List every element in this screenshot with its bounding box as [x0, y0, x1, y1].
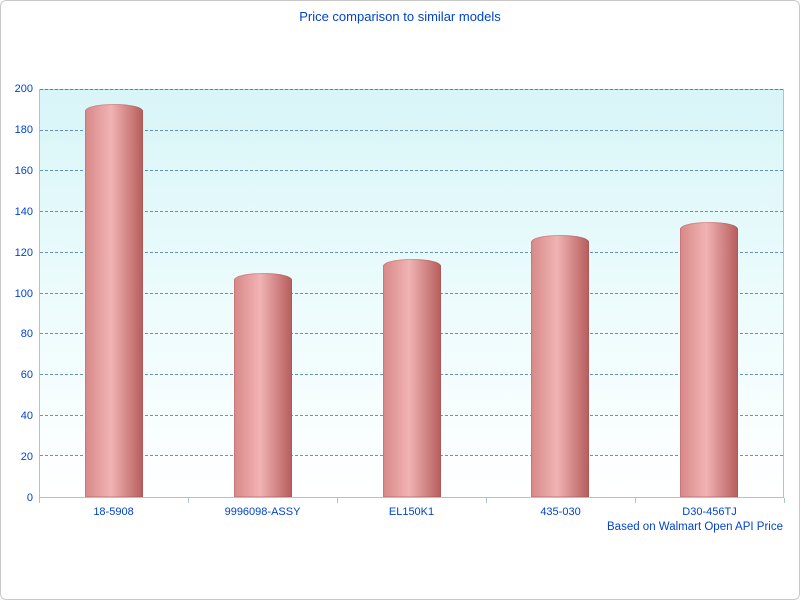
y-axis: 0 20 40 60 80 100 120 140 160 180 200 [1, 83, 35, 504]
bar-EL150K1 [382, 258, 441, 497]
y-tick-label: 40 [20, 410, 33, 423]
chart-title: Price comparison to similar models [299, 9, 501, 24]
x-tick-label: 435-030 [540, 506, 581, 518]
y-tick-label: 80 [20, 328, 33, 341]
gridline [40, 129, 783, 131]
bar-D30-456TJ [679, 222, 738, 497]
bar-18-5908 [85, 104, 144, 497]
x-tick-mark [486, 498, 487, 503]
x-tick-label: 18-5908 [93, 506, 134, 518]
x-tick-label: EL150K1 [388, 506, 435, 518]
x-tick-label: 9996098-ASSY [224, 506, 301, 518]
gridline [40, 89, 783, 90]
y-tick-label: 200 [14, 83, 33, 95]
y-tick-label: 120 [14, 246, 33, 259]
y-tick-label: 0 [26, 492, 33, 504]
gridline [40, 251, 783, 253]
x-axis: 18-5908 9996098-ASSY EL150K1 435-030 D30-456… [39, 498, 785, 526]
gridline [40, 170, 783, 172]
x-tick-mark [635, 498, 636, 503]
x-tick-mark [337, 498, 338, 503]
y-tick-label: 160 [14, 164, 33, 177]
gridline [40, 211, 783, 213]
bar-435-030 [531, 234, 590, 497]
y-tick-label: 60 [20, 369, 33, 382]
plot-area [39, 89, 784, 498]
x-tick-mark [188, 498, 189, 503]
y-tick-label: 180 [14, 123, 33, 136]
bar-9996098-ASSY [233, 273, 292, 497]
x-tick-label: D30-456TJ [682, 506, 737, 518]
y-tick-label: 140 [14, 205, 33, 218]
y-tick-label: 20 [20, 451, 33, 464]
x-tick-mark [784, 498, 785, 503]
chart-footnote: Based on Walmart Open API Price [607, 521, 783, 533]
y-tick-label: 100 [14, 287, 33, 300]
x-tick-mark [39, 498, 40, 503]
